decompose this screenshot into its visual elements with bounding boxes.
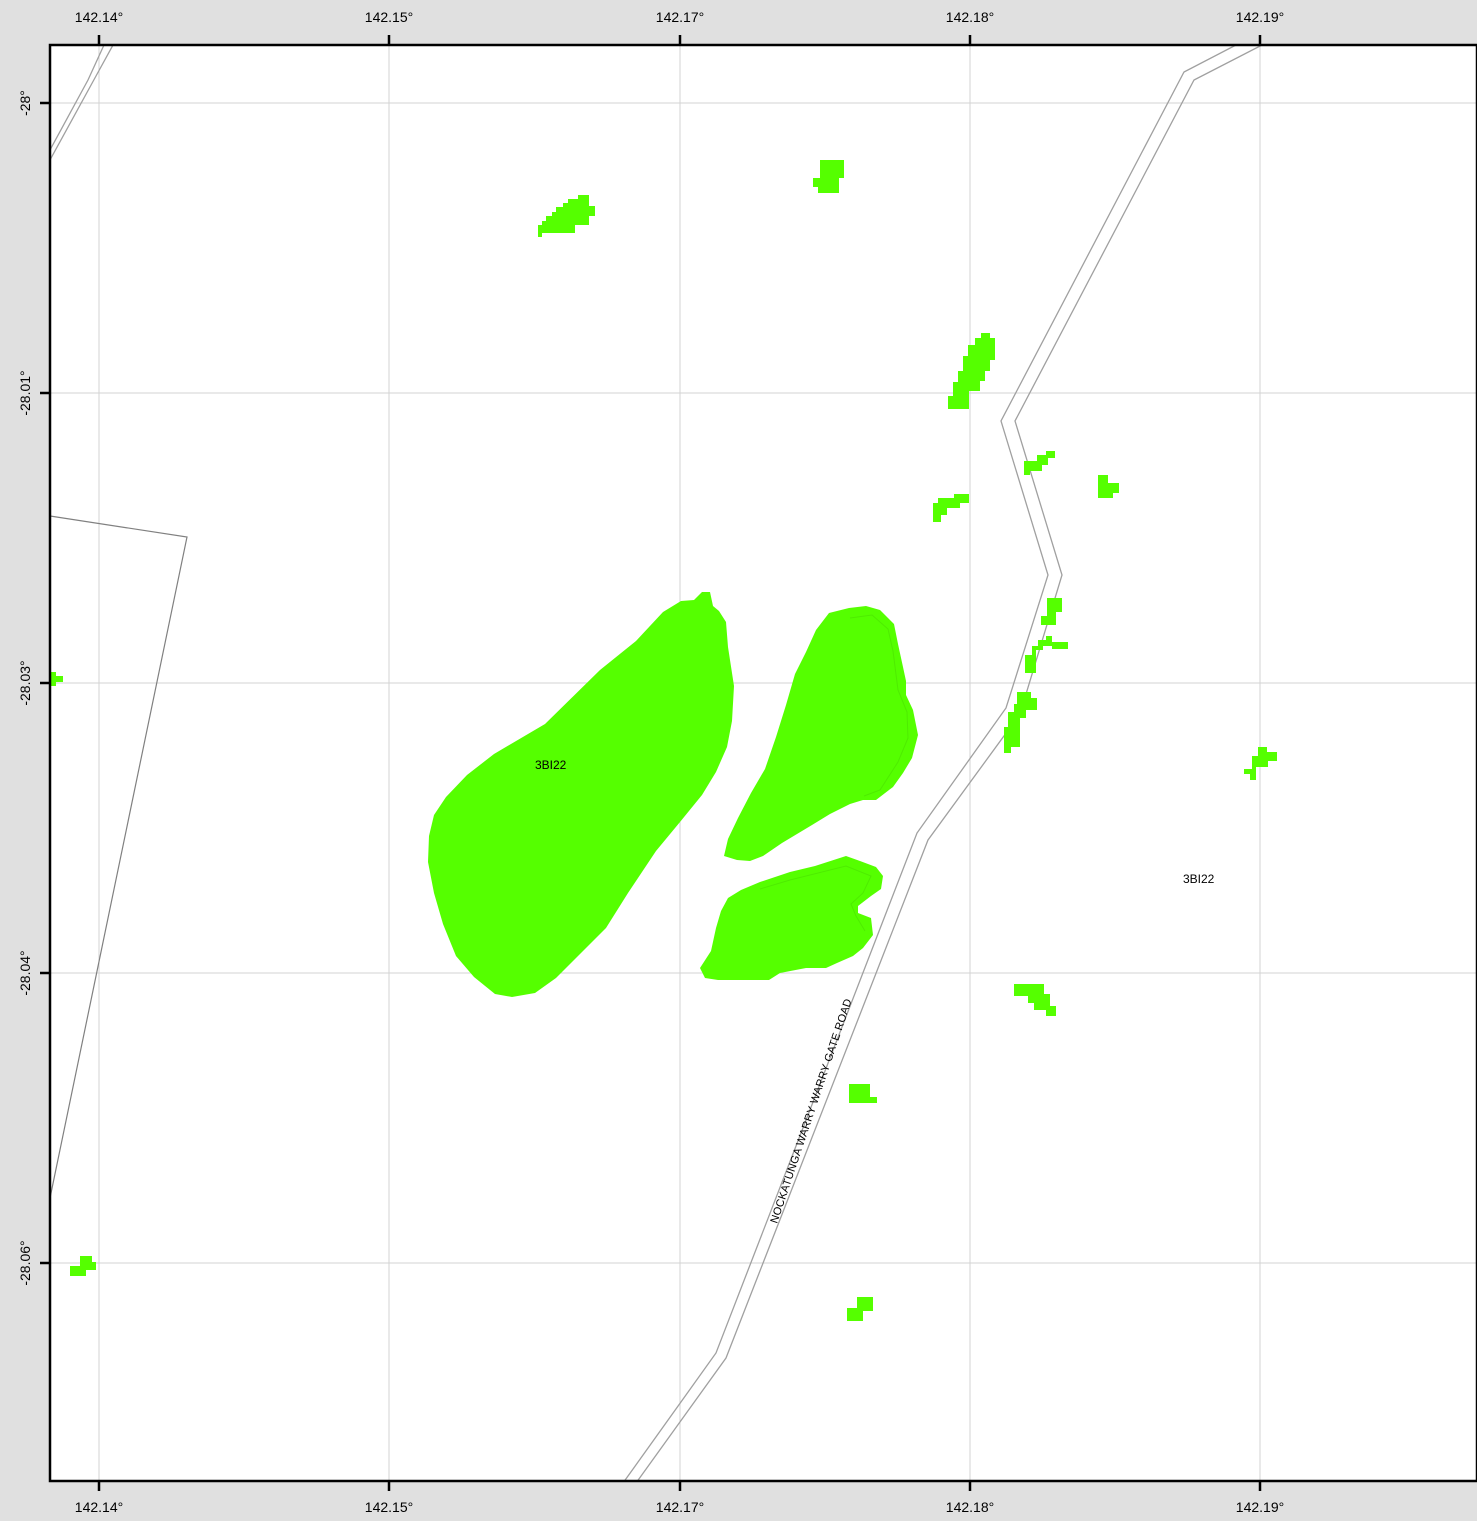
x-tick-label-top: 142.14° [75, 9, 123, 25]
road-edge-west [623, 45, 1237, 1481]
vegetation-patch-south-west [70, 1256, 96, 1276]
vegetation-patch-ne-strip [948, 333, 995, 409]
x-tick-label-top: 142.18° [946, 9, 994, 25]
vegetation-patch-south-east [1014, 984, 1056, 1016]
vegetation-inner-edges [759, 614, 909, 932]
vegetation-polygon-large [428, 592, 734, 997]
vegetation-patch-road-2 [1025, 636, 1068, 673]
inner-edge-middle-north [849, 614, 909, 797]
vegetation-patch-east-1 [1024, 451, 1055, 475]
vegetation-patch-south-2 [847, 1297, 873, 1321]
x-tick-label-top: 142.17° [656, 9, 704, 25]
vegetation-patch-east-3 [933, 494, 969, 522]
x-tick-label-bottom: 142.14° [75, 1499, 123, 1515]
vegetation-patch-road-3 [1004, 692, 1037, 753]
vegetation-polygon-middle-south [700, 856, 883, 980]
property-boundary [50, 515, 188, 1199]
x-tick-label-bottom: 142.15° [365, 1499, 413, 1515]
vegetation-areas [50, 160, 1277, 1321]
x-tick-label-top: 142.15° [365, 9, 413, 25]
x-tick-label-top: 142.19° [1236, 9, 1284, 25]
vegetation-patch-north [813, 160, 844, 193]
x-tick-label-bottom: 142.18° [946, 1499, 994, 1515]
vegetation-patch-south-1 [849, 1084, 877, 1103]
x-tick-label-bottom: 142.17° [656, 1499, 704, 1515]
vegetation-patch-east-2 [1098, 475, 1119, 498]
vegetation-patch-north-west [538, 195, 595, 237]
road-nw-edge-west [50, 45, 105, 151]
x-tick-label-bottom: 142.19° [1236, 1499, 1284, 1515]
map-frame [48, 43, 1477, 1483]
inner-edge-middle-south [759, 865, 872, 932]
y-tick-label: -28° [17, 90, 33, 116]
road-nw-edge-east [50, 45, 114, 161]
vegetation-polygon-middle-north [724, 606, 918, 861]
zone-label-main: 3BI22 [535, 758, 567, 772]
tick-marks [40, 35, 1262, 1491]
vegetation-patch-far-east [1244, 747, 1277, 780]
zone-label-east: 3BI22 [1183, 872, 1215, 886]
y-tick-label: -28.06° [17, 1240, 33, 1285]
vegetation-patch-road-1 [1041, 598, 1062, 625]
vegetation-patch-west-edge [50, 672, 63, 686]
y-tick-label: -28.01° [17, 370, 33, 415]
map-panel [50, 45, 1477, 1481]
y-tick-label: -28.03° [17, 660, 33, 705]
y-tick-label: -28.04° [17, 950, 33, 995]
